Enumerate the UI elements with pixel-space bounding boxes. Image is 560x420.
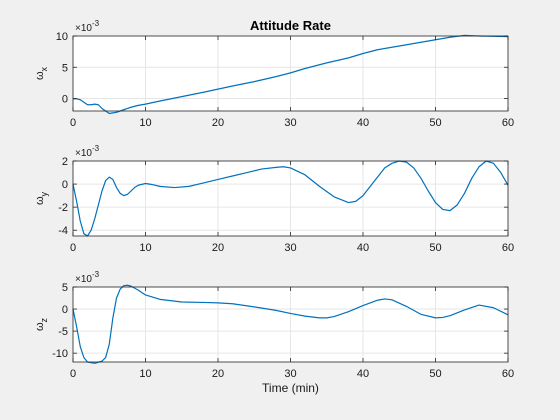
x-tick-label: 60	[502, 368, 514, 380]
y-tick-label: -5	[58, 326, 68, 338]
x-tick-label: 0	[70, 117, 76, 129]
y-tick-label: -4	[58, 225, 68, 237]
x-axis-label: Time (min)	[262, 381, 319, 395]
y-axis-label-symbol: ω	[34, 71, 46, 80]
subplot-3: 0 10 20 30 40 50 60 -10 -5 0 5 ×10-3 ωz Time (min)	[34, 270, 514, 395]
x-tick-label: 10	[139, 368, 151, 380]
y-tick-label: 10	[56, 31, 68, 43]
exponent-power: -3	[92, 270, 100, 279]
x-tick-label: 60	[502, 242, 514, 254]
subplot-1: 0 10 20 30 40 50 60 0 5 10 ×10-3 ωx Attitude Rate	[34, 18, 514, 129]
x-tick-label: 50	[429, 117, 441, 129]
y-axis-label-subscript: z	[39, 317, 49, 322]
x-tick-label: 40	[357, 368, 369, 380]
y-axis-label-symbol: ω	[34, 322, 46, 331]
exponent-label: ×10-3	[75, 144, 100, 159]
x-tick-label: 60	[502, 117, 514, 129]
x-tick-label: 20	[212, 242, 224, 254]
y-axis-label-subscript: x	[39, 66, 49, 71]
x-tick-label: 50	[429, 242, 441, 254]
exponent-base: ×10	[75, 274, 92, 285]
exponent-base: ×10	[75, 23, 92, 34]
series-line-1	[73, 34, 509, 115]
y-tick-label: -10	[52, 348, 68, 360]
y-axis-label: ωy	[34, 191, 49, 205]
y-tick-label: 0	[62, 94, 68, 106]
x-tick-label: 0	[70, 242, 76, 254]
x-tick-label: 40	[357, 242, 369, 254]
y-axis-label-subscript: y	[39, 191, 49, 196]
exponent-power: -3	[92, 19, 100, 28]
exponent-label: ×10-3	[75, 270, 100, 285]
x-tick-label: 10	[139, 242, 151, 254]
x-tick-label: 50	[429, 368, 441, 380]
y-tick-label: 2	[62, 156, 68, 168]
x-tick-label: 0	[70, 368, 76, 380]
exponent-base: ×10	[75, 148, 92, 159]
series-line-1	[72, 160, 509, 237]
chart-title: Attitude Rate	[250, 18, 331, 33]
y-axis-label: ωz	[34, 317, 49, 331]
x-tick-label: 20	[212, 117, 224, 129]
y-tick-label: 5	[62, 282, 68, 294]
x-tick-label: 20	[212, 368, 224, 380]
series-line-1	[72, 284, 509, 364]
x-tick-label: 30	[284, 117, 296, 129]
exponent-power: -3	[92, 144, 100, 153]
subplot-2: 0 10 20 30 40 50 60 -4 -2 0 2 ×10-3 ωy	[34, 144, 514, 254]
y-tick-label: -2	[58, 202, 68, 214]
y-tick-label: 0	[62, 179, 68, 191]
y-axis-label-symbol: ω	[34, 196, 46, 205]
y-axis-label: ωx	[34, 66, 49, 80]
x-tick-label: 30	[284, 368, 296, 380]
x-tick-label: 10	[139, 117, 151, 129]
exponent-label: ×10-3	[75, 19, 100, 34]
y-tick-label: 5	[62, 62, 68, 74]
y-tick-label: 0	[62, 304, 68, 316]
x-tick-label: 40	[357, 117, 369, 129]
x-tick-label: 30	[284, 242, 296, 254]
